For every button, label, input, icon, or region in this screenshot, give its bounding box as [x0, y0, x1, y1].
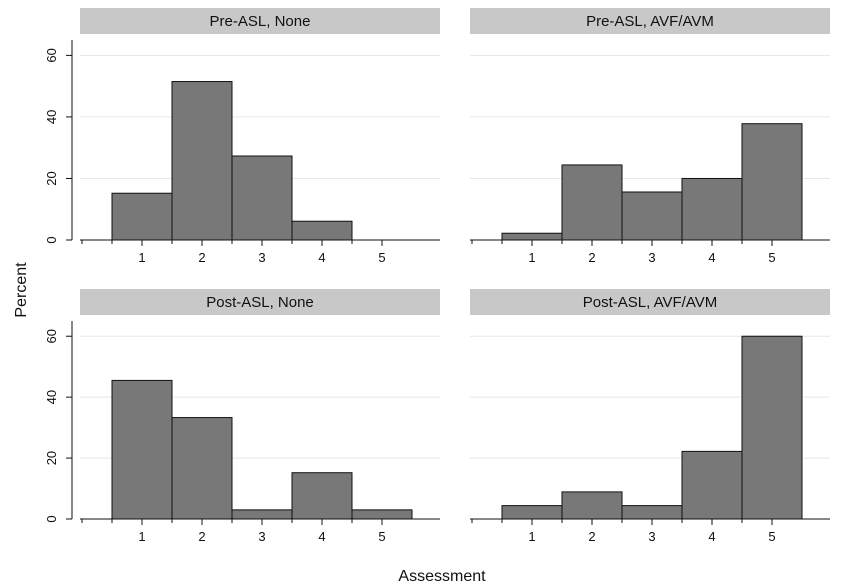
bar-5: [741, 335, 803, 520]
panel-1: Pre-ASL, None 1 2 3 4 5 0 20 40 60: [44, 8, 440, 265]
panel-4: Post-ASL, AVF/AVM 1 2 3 4 5: [470, 289, 830, 544]
x-axis-label: Assessment: [398, 568, 486, 585]
x-tick-label: 1: [138, 250, 145, 265]
bar-4: [681, 177, 743, 241]
x-tick-label: 2: [198, 529, 205, 544]
x-tick-label: 3: [258, 529, 265, 544]
y-tick-label: 60: [44, 329, 59, 343]
panel-2: Pre-ASL, AVF/AVM 1 2 3 4 5: [470, 8, 830, 265]
bar-2: [561, 491, 623, 520]
x-tick-label: 3: [648, 529, 655, 544]
bar-1: [501, 505, 563, 520]
x-tick-label: 4: [318, 529, 325, 544]
x-tick-label: 2: [588, 529, 595, 544]
bar-3: [231, 155, 293, 241]
panel-strip: [80, 289, 440, 315]
bar-1: [111, 379, 173, 520]
bar-2: [171, 81, 233, 241]
y-tick-label: 60: [44, 48, 59, 62]
y-tick-label: 0: [44, 236, 59, 243]
bar-1: [501, 232, 563, 241]
y-tick-label: 20: [44, 171, 59, 185]
x-tick-label: 4: [318, 250, 325, 265]
x-tick-label: 4: [708, 250, 715, 265]
panel-strip: [470, 289, 830, 315]
bar-4: [291, 220, 353, 241]
panel-title: Pre-ASL, AVF/AVM: [586, 13, 714, 30]
x-tick-label: 5: [768, 529, 775, 544]
x-tick-label: 5: [768, 250, 775, 265]
bar-2: [171, 417, 233, 520]
panel-title: Post-ASL, None: [206, 294, 314, 311]
x-tick-label: 1: [528, 529, 535, 544]
bar-1: [111, 192, 173, 241]
bar-3: [621, 505, 683, 520]
x-tick-label: 5: [378, 250, 385, 265]
y-tick-label: 0: [44, 515, 59, 522]
panel-title: Post-ASL, AVF/AVM: [583, 294, 718, 311]
x-tick-label: 4: [708, 529, 715, 544]
x-tick-label: 1: [138, 529, 145, 544]
bar-3: [621, 191, 683, 241]
x-tick-label: 5: [378, 529, 385, 544]
x-tick-label: 1: [528, 250, 535, 265]
panel-title: Pre-ASL, None: [210, 13, 311, 30]
y-axis-label: Percent: [13, 262, 30, 318]
y-tick-label: 40: [44, 110, 59, 124]
bar-5: [351, 509, 413, 520]
bar-4: [681, 450, 743, 520]
x-tick-label: 2: [588, 250, 595, 265]
x-tick-label: 3: [258, 250, 265, 265]
x-tick-label: 2: [198, 250, 205, 265]
bar-5: [741, 123, 803, 241]
panel-strip: [470, 8, 830, 34]
y-tick-label: 20: [44, 451, 59, 465]
bar-2: [561, 164, 623, 241]
panel-strip: [80, 8, 440, 34]
bar-4: [291, 472, 353, 520]
bar-3: [231, 509, 293, 520]
x-tick-label: 3: [648, 250, 655, 265]
y-tick-label: 40: [44, 390, 59, 404]
panel-3: Post-ASL, None 1 2 3 4 5 0 20 40 60: [44, 289, 440, 544]
